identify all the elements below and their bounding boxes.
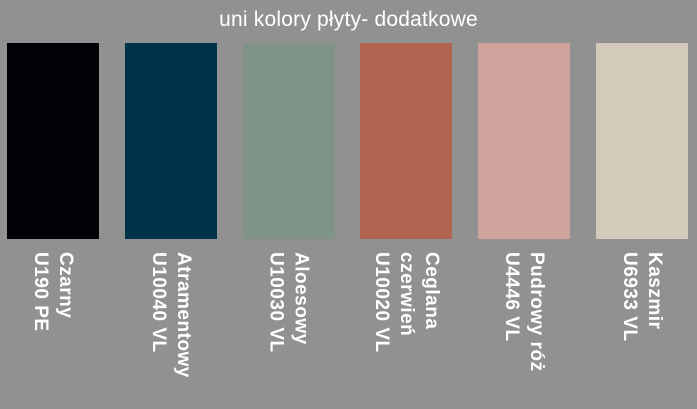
color-swatch	[7, 43, 99, 239]
color-swatch	[595, 43, 688, 239]
swatch-label-wrap: Ceglana czerwień U10020 VL	[369, 252, 444, 404]
swatch-label: Atramentowy U10040 VL	[147, 252, 194, 378]
color-swatch	[242, 43, 335, 239]
swatch-column-ceglana-czerwien: Ceglana czerwień U10020 VL	[360, 43, 453, 404]
swatch-label: Czarny U190 PE	[30, 252, 76, 332]
swatch-column-atramentowy: Atramentowy U10040 VL	[124, 43, 217, 404]
swatch-label-wrap: Pudrowy róż U4446 VL	[499, 252, 549, 404]
swatch-label-wrap: Aloesowy U10030 VL	[264, 252, 314, 404]
swatch-column-aloesowy: Aloesowy U10030 VL	[242, 43, 335, 404]
swatch-label-wrap: Kaszmir U6933 VL	[617, 252, 667, 404]
swatch-label: Pudrowy róż U4446 VL	[501, 252, 548, 372]
color-swatch	[360, 43, 453, 239]
swatch-column-pudrowy-roz: Pudrowy róż U4446 VL	[478, 43, 571, 404]
color-swatch	[478, 43, 571, 239]
swatch-label: Aloesowy U10030 VL	[265, 252, 312, 353]
page-title: uni kolory płyty- dodatkowe	[219, 8, 478, 31]
swatch-column-kaszmir: Kaszmir U6933 VL	[595, 43, 688, 404]
swatch-label: Kaszmir U6933 VL	[618, 252, 665, 342]
swatch-label-wrap: Atramentowy U10040 VL	[146, 252, 196, 404]
swatch-column-czarny: Czarny U190 PE	[7, 43, 99, 404]
swatch-row: Czarny U190 PE Atramentowy U10040 VL Alo…	[0, 43, 697, 404]
swatch-label-wrap: Czarny U190 PE	[28, 252, 78, 404]
color-swatch	[124, 43, 217, 239]
swatch-label: Ceglana czerwień U10020 VL	[370, 252, 442, 353]
